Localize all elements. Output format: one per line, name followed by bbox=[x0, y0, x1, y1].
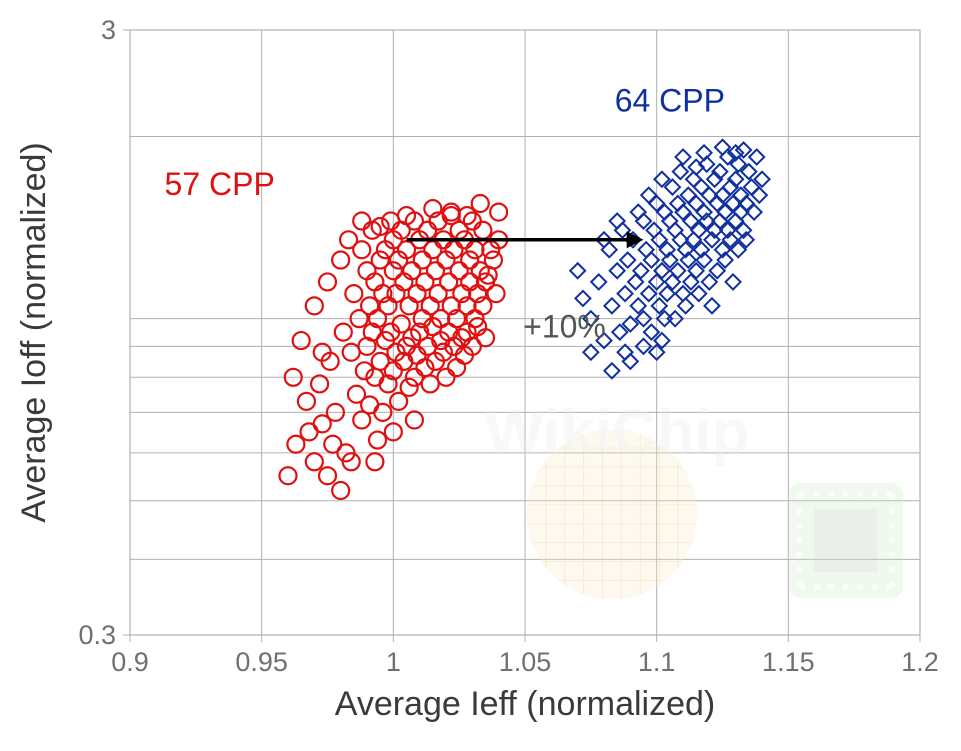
x-tick-label: 1.15 bbox=[762, 647, 815, 677]
watermark-text: WikiChip bbox=[485, 398, 750, 467]
y-tick-label: 3 bbox=[101, 15, 116, 45]
x-tick-label: 1.1 bbox=[638, 647, 676, 677]
x-tick-label: 0.95 bbox=[235, 647, 288, 677]
series-label: 64 CPP bbox=[615, 82, 725, 118]
x-tick-label: 1.05 bbox=[499, 647, 552, 677]
y-axis-label: Average Ioff (normalized) bbox=[15, 142, 53, 523]
series-label: 57 CPP bbox=[165, 166, 275, 202]
annotation-text: +10% bbox=[523, 309, 606, 345]
x-axis-label: Average Ieff (normalized) bbox=[335, 685, 716, 723]
scatter-chart: 0.9 0.95 1 1.05 1.1 1.15 1.2 0.3 3 WikiChip 57 CPP… bbox=[0, 0, 961, 751]
chart-svg: 0.9 0.95 1 1.05 1.1 1.15 1.2 0.3 3 WikiChip 57 CPP… bbox=[0, 0, 961, 751]
y-tick-label: 0.3 bbox=[78, 620, 116, 650]
x-tick-label: 0.9 bbox=[111, 647, 149, 677]
x-tick-label: 1 bbox=[386, 647, 401, 677]
x-tick-label: 1.2 bbox=[901, 647, 939, 677]
